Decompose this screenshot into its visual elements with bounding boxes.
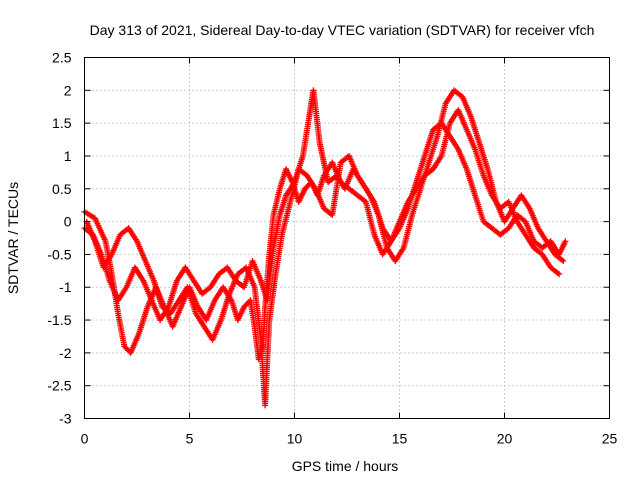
y-tick-label: 2.5 [52, 50, 72, 66]
y-tick-label: 0 [64, 214, 72, 230]
data-layer [81, 87, 569, 409]
y-tick-label: -1 [59, 279, 72, 295]
x-tick-label: 5 [186, 431, 194, 447]
x-tick-label: 0 [81, 431, 89, 447]
data-point [560, 257, 567, 264]
x-tick-label: 15 [392, 431, 408, 447]
data-point [556, 271, 563, 278]
y-tick-label: -2 [59, 345, 72, 361]
y-tick-label: 1.5 [52, 115, 72, 131]
x-tick-label: 10 [287, 431, 303, 447]
x-tick-label: 20 [497, 431, 513, 447]
x-axis-label: GPS time / hours [292, 458, 399, 474]
data-point [562, 238, 569, 245]
y-tick-label: 0.5 [52, 181, 72, 197]
x-tick-label: 25 [602, 431, 618, 447]
chart-title: Day 313 of 2021, Sidereal Day-to-day VTE… [90, 22, 595, 38]
axis-layer: 0 5 10 15 20 25 2.5 2 1.5 1 0.5 0 -0.5 -1 -1.5 -2 -2.5 -3 [47, 50, 617, 447]
plot-frame [84, 57, 610, 419]
y-tick-label: 1 [64, 148, 72, 164]
y-axis-label: SDTVAR / TECUs [5, 182, 21, 294]
series-track-2 [81, 87, 567, 324]
grid-layer [84, 57, 610, 419]
y-tick-label: -3 [59, 411, 72, 427]
y-tick-label: -0.5 [47, 246, 71, 262]
y-tick-label: -1.5 [47, 312, 71, 328]
y-tick-label: 2 [64, 82, 72, 98]
series-track-3 [83, 107, 563, 409]
y-tick-label: -2.5 [47, 378, 71, 394]
